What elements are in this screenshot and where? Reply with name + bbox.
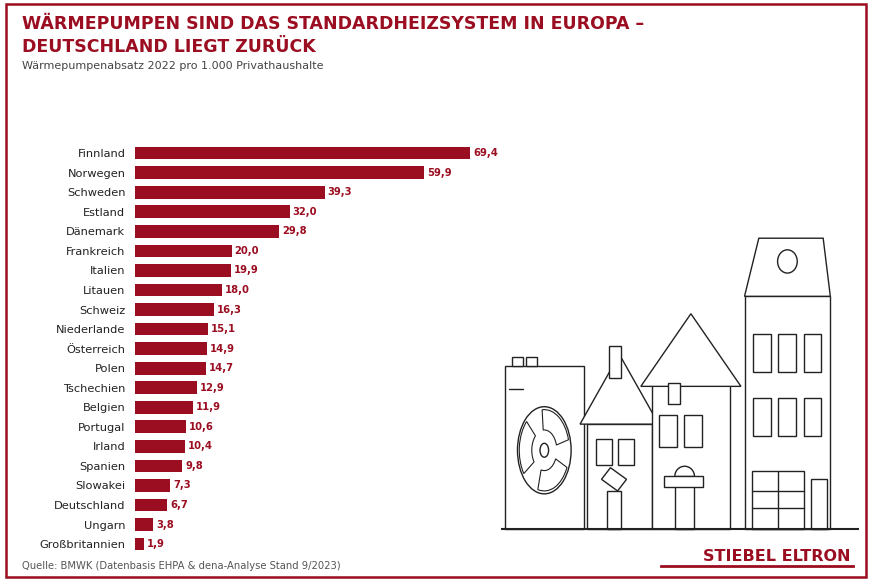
- Bar: [684, 415, 702, 447]
- Bar: [617, 439, 634, 465]
- Bar: [135, 538, 145, 550]
- Bar: [745, 296, 830, 529]
- Bar: [135, 303, 214, 316]
- Text: 10,4: 10,4: [188, 442, 214, 451]
- Text: 14,7: 14,7: [209, 363, 234, 373]
- Bar: [811, 479, 827, 529]
- Text: Quelle: BMWK (Datenbasis EHPA & dena-Analyse Stand 9/2023): Quelle: BMWK (Datenbasis EHPA & dena-Ana…: [22, 561, 340, 571]
- Bar: [135, 460, 182, 472]
- Text: 16,3: 16,3: [217, 304, 242, 314]
- Bar: [527, 357, 537, 366]
- Bar: [135, 518, 153, 531]
- Text: 69,4: 69,4: [473, 148, 498, 158]
- Bar: [607, 491, 621, 529]
- Text: 11,9: 11,9: [195, 402, 221, 413]
- Text: 39,3: 39,3: [328, 187, 352, 197]
- Bar: [505, 366, 583, 529]
- Text: Wärmepumpenabsatz 2022 pro 1.000 Privathaushalte: Wärmepumpenabsatz 2022 pro 1.000 Privath…: [22, 61, 324, 71]
- Bar: [135, 284, 222, 296]
- Bar: [779, 334, 796, 372]
- Text: 20,0: 20,0: [235, 246, 259, 256]
- Bar: [587, 424, 651, 529]
- Text: WÄRMEPUMPEN SIND DAS STANDARDHEIZSYSTEM IN EUROPA –: WÄRMEPUMPEN SIND DAS STANDARDHEIZSYSTEM …: [22, 15, 644, 33]
- Wedge shape: [538, 459, 567, 491]
- Bar: [609, 346, 621, 378]
- Text: 9,8: 9,8: [186, 461, 203, 471]
- Bar: [753, 334, 772, 372]
- Bar: [135, 147, 470, 159]
- Bar: [135, 498, 167, 511]
- Bar: [135, 440, 186, 453]
- Polygon shape: [602, 468, 626, 491]
- Text: 7,3: 7,3: [174, 480, 191, 490]
- Polygon shape: [641, 314, 741, 386]
- Text: 1,9: 1,9: [147, 539, 165, 549]
- Text: 6,7: 6,7: [170, 500, 188, 510]
- Text: 12,9: 12,9: [201, 383, 225, 393]
- Bar: [135, 166, 424, 179]
- Bar: [135, 401, 193, 414]
- Text: STIEBEL ELTRON: STIEBEL ELTRON: [703, 548, 850, 564]
- Bar: [135, 225, 279, 238]
- Bar: [779, 398, 796, 436]
- Polygon shape: [580, 354, 658, 424]
- Bar: [135, 479, 170, 492]
- Text: 14,9: 14,9: [210, 343, 235, 354]
- Bar: [668, 383, 680, 404]
- Circle shape: [517, 407, 571, 494]
- Text: 3,8: 3,8: [156, 519, 174, 529]
- Bar: [135, 264, 231, 277]
- Bar: [803, 398, 821, 436]
- Text: DEUTSCHLAND LIEGT ZURÜCK: DEUTSCHLAND LIEGT ZURÜCK: [22, 38, 316, 56]
- Bar: [596, 439, 612, 465]
- Bar: [135, 381, 197, 394]
- Bar: [664, 476, 704, 487]
- Wedge shape: [542, 410, 569, 445]
- Bar: [752, 471, 803, 529]
- Text: 18,0: 18,0: [225, 285, 249, 295]
- Text: 29,8: 29,8: [282, 227, 306, 236]
- Bar: [675, 476, 694, 529]
- Text: 32,0: 32,0: [292, 207, 317, 217]
- Bar: [135, 362, 206, 375]
- Circle shape: [540, 443, 548, 457]
- Text: 19,9: 19,9: [234, 266, 259, 275]
- Bar: [753, 398, 772, 436]
- Bar: [135, 322, 208, 335]
- Bar: [135, 421, 187, 433]
- Bar: [803, 334, 821, 372]
- Text: 15,1: 15,1: [211, 324, 236, 334]
- Bar: [135, 186, 324, 199]
- Bar: [512, 357, 523, 366]
- Polygon shape: [745, 238, 830, 296]
- Bar: [135, 342, 207, 355]
- Bar: [135, 206, 290, 218]
- Bar: [651, 383, 730, 529]
- Ellipse shape: [778, 250, 797, 273]
- Wedge shape: [520, 422, 535, 474]
- Text: 10,6: 10,6: [189, 422, 214, 432]
- Text: 59,9: 59,9: [427, 168, 452, 178]
- Bar: [658, 415, 677, 447]
- Bar: [135, 245, 232, 257]
